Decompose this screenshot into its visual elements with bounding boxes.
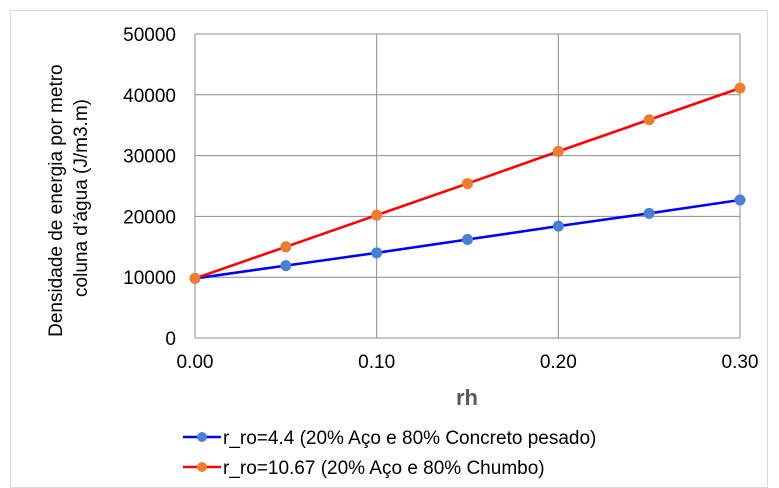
series-1-point	[462, 234, 473, 246]
y-axis-title-line-1: Densidade de energia por metro	[46, 64, 67, 337]
y-tick-label: 0	[165, 329, 176, 350]
series-2-point	[552, 145, 564, 157]
y-tick-labels: 0 10000 20000 30000 40000 50000	[123, 25, 176, 350]
legend-label-1: r_ro=4.4 (20% Aço e 80% Concreto pesado)	[223, 428, 596, 449]
series-2-point	[189, 272, 201, 284]
x-tick-label: 0.20	[540, 352, 577, 373]
gridlines	[194, 33, 741, 339]
y-tick-label: 10000	[123, 268, 176, 289]
y-tick-label: 20000	[123, 207, 176, 228]
legend-label-2: r_ro=10.67 (20% Aço e 80% Chumbo)	[223, 458, 545, 479]
series-2-point	[643, 114, 655, 126]
legend-marker-2	[197, 462, 207, 472]
x-tick-label: 0.30	[722, 352, 759, 373]
series-1-point	[643, 207, 655, 219]
legend-marker-1	[197, 432, 207, 442]
y-tick-label: 40000	[123, 86, 176, 107]
x-axis-title: rh	[456, 385, 478, 410]
series-1-point	[734, 194, 746, 206]
x-tick-labels: 0.00 0.10 0.20 0.30	[177, 352, 759, 373]
legend: r_ro=4.4 (20% Aço e 80% Concreto pesado)…	[183, 428, 596, 479]
series-2-point	[371, 209, 383, 221]
y-axis-title: Densidade de energia por metro coluna d'…	[46, 59, 92, 337]
series-2-point	[462, 178, 473, 190]
series-2-point	[734, 82, 746, 94]
y-tick-label: 30000	[123, 147, 176, 168]
series-2-point	[280, 241, 292, 253]
y-axis-title-line-2: coluna d'água (J/m3.m)	[71, 99, 92, 297]
series-1-point	[552, 220, 564, 232]
series-layer	[189, 82, 746, 284]
series-1-point	[371, 247, 383, 259]
y-tick-label: 50000	[123, 25, 176, 46]
x-tick-label: 0.00	[177, 352, 214, 373]
x-tick-label: 0.10	[358, 352, 395, 373]
series-1-point	[280, 260, 292, 272]
